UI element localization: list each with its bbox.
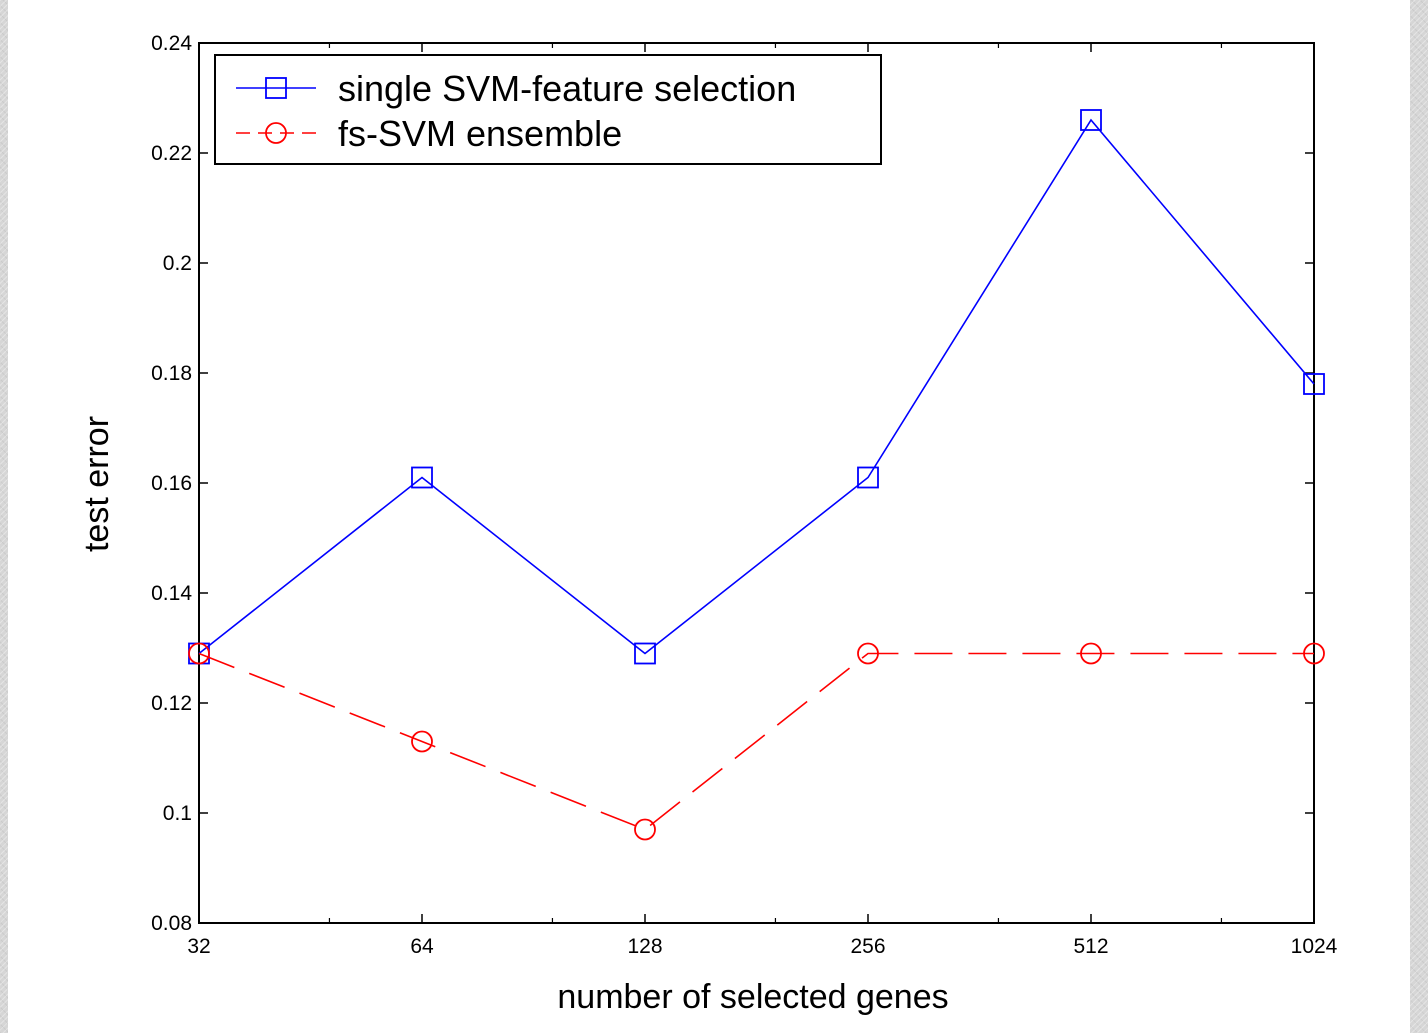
x-tick-label: 32: [187, 935, 210, 958]
x-tick-label: 256: [850, 935, 885, 958]
axes-frame: [198, 42, 1315, 924]
x-tick-label: 128: [627, 935, 662, 958]
data-point-circle: [857, 642, 879, 665]
x-tick-label: 1024: [1291, 935, 1338, 958]
series-line-fs-svm-ensemble: [198, 652, 1314, 831]
data-point-square: [634, 642, 656, 665]
plot-area-frame: [198, 42, 1315, 924]
x-axis-title: number of selected genes: [557, 978, 948, 1016]
data-point-circle: [1303, 642, 1325, 665]
chart: 0.08 0.1 0.12 0.14 0.16 0.18 0.2 0.22 0.24 32 64 12…: [78, 32, 1338, 1016]
data-point-circle: [188, 642, 210, 665]
legend-marker-square: [265, 77, 287, 99]
y-tick-label: 0.18: [151, 362, 192, 385]
plot-series: [188, 109, 1325, 841]
y-tick-label: 0.2: [163, 252, 192, 275]
y-tick-label: 0.12: [151, 692, 192, 715]
data-point-square: [1080, 109, 1102, 131]
data-point-circle: [634, 818, 656, 841]
y-tick-label: 0.24: [151, 32, 192, 55]
x-tick-label: 512: [1073, 935, 1108, 958]
y-axis-title: test error: [78, 416, 116, 552]
y-tick-label: 0.14: [151, 582, 192, 605]
figure-panel: 0.08 0.1 0.12 0.14 0.16 0.18 0.2 0.22 0.24 32 64 12…: [8, 0, 1410, 1033]
data-point-circle: [411, 730, 433, 753]
legend-label-fs-svm-ensemble: fs-SVM ensemble: [338, 113, 622, 154]
data-point-square: [857, 466, 879, 489]
y-tick-label: 0.22: [151, 142, 192, 165]
legend-marker-circle: [265, 122, 287, 144]
legend-label-single-svm: single SVM-feature selection: [338, 68, 796, 109]
axis-ticks: 0.08 0.1 0.12 0.14 0.16 0.18 0.2 0.22 0.24 32 64 12…: [151, 32, 1338, 958]
y-tick-label: 0.16: [151, 472, 192, 495]
data-point-circle: [1080, 642, 1102, 665]
legend-box: [214, 54, 882, 165]
y-tick-label: 0.1: [163, 802, 192, 825]
data-point-square: [411, 466, 433, 489]
data-point-square: [1303, 373, 1325, 395]
legend: single SVM-feature selection fs-SVM ense…: [214, 54, 882, 165]
x-tick-label: 64: [410, 935, 434, 958]
series-line-single-svm: [198, 118, 1315, 655]
y-tick-label: 0.08: [151, 912, 192, 935]
